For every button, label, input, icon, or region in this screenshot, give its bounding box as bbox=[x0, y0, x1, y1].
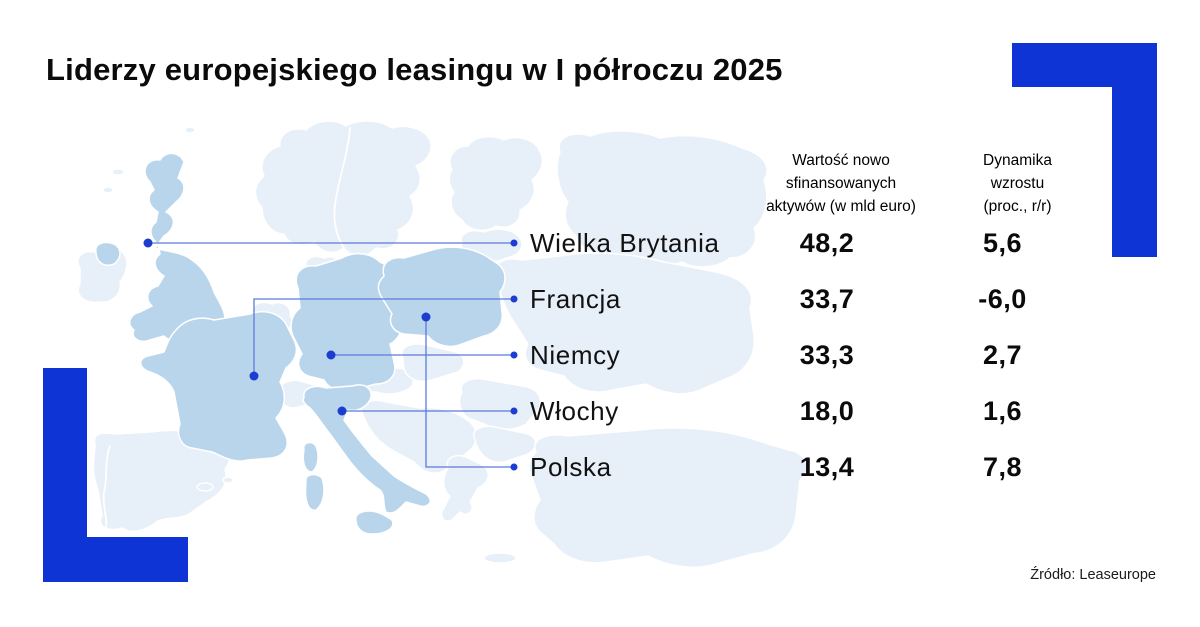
map-country-finland bbox=[448, 135, 544, 232]
country-label: Francja bbox=[530, 284, 621, 314]
map-island-sicily bbox=[355, 510, 394, 535]
value-cell: 33,3 bbox=[799, 340, 855, 370]
column-header-value-line: Wartość nowo bbox=[792, 152, 890, 169]
country-label: Wielka Brytania bbox=[530, 228, 720, 258]
map-island-shetland bbox=[184, 126, 196, 134]
map-country-turkey bbox=[528, 427, 808, 569]
column-header-value: Wartość nowo sfinansowanych aktywów (w m… bbox=[716, 149, 966, 218]
table-row: Niemcy 33,3 2,7 bbox=[0, 338, 1200, 372]
map-marker-francja bbox=[249, 371, 259, 381]
growth-cell: 1,6 bbox=[982, 396, 1023, 426]
column-header-growth: Dynamika wzrostu (proc., r/r) bbox=[940, 149, 1095, 218]
growth-cell: 5,6 bbox=[982, 228, 1023, 258]
corner-accent-bottom-left-horizontal bbox=[43, 537, 188, 582]
growth-cell: 2,7 bbox=[982, 340, 1023, 370]
country-label: Niemcy bbox=[530, 340, 621, 370]
value-cell: 48,2 bbox=[799, 228, 855, 258]
table-row: Francja 33,7 -6,0 bbox=[0, 282, 1200, 316]
growth-cell: -6,0 bbox=[978, 284, 1027, 314]
corner-accent-top-right-vertical bbox=[1112, 43, 1157, 257]
column-header-growth-line: Dynamika bbox=[983, 152, 1052, 169]
table-row: Włochy 18,0 1,6 bbox=[0, 394, 1200, 428]
table-row: Polska 13,4 7,8 bbox=[0, 450, 1200, 484]
value-cell: 18,0 bbox=[799, 396, 855, 426]
country-label: Polska bbox=[530, 452, 612, 482]
column-header-value-line: aktywów (w mld euro) bbox=[766, 198, 916, 215]
page-title: Liderzy europejskiego leasingu w I półro… bbox=[46, 52, 783, 87]
map-island-balearics bbox=[196, 482, 214, 492]
map-country-ukraine-belarus bbox=[493, 252, 755, 395]
growth-cell: 7,8 bbox=[982, 452, 1023, 482]
column-header-value-line: sfinansowanych bbox=[785, 175, 897, 192]
map-country-denmark bbox=[304, 255, 342, 286]
column-header-growth-line: (proc., r/r) bbox=[983, 198, 1052, 215]
map-island-crete bbox=[483, 552, 517, 564]
source-note: Źródło: Leaseurope bbox=[1030, 567, 1156, 583]
map-island-hebrides bbox=[111, 168, 125, 176]
map-country-france bbox=[140, 310, 298, 462]
table-row: Wielka Brytania 48,2 5,6 bbox=[0, 226, 1200, 260]
value-cell: 33,7 bbox=[799, 284, 855, 314]
map-island-hebrides-2 bbox=[102, 186, 114, 194]
column-header-growth-line: wzrostu bbox=[990, 175, 1045, 192]
value-cell: 13,4 bbox=[799, 452, 855, 482]
country-label: Włochy bbox=[530, 396, 619, 426]
